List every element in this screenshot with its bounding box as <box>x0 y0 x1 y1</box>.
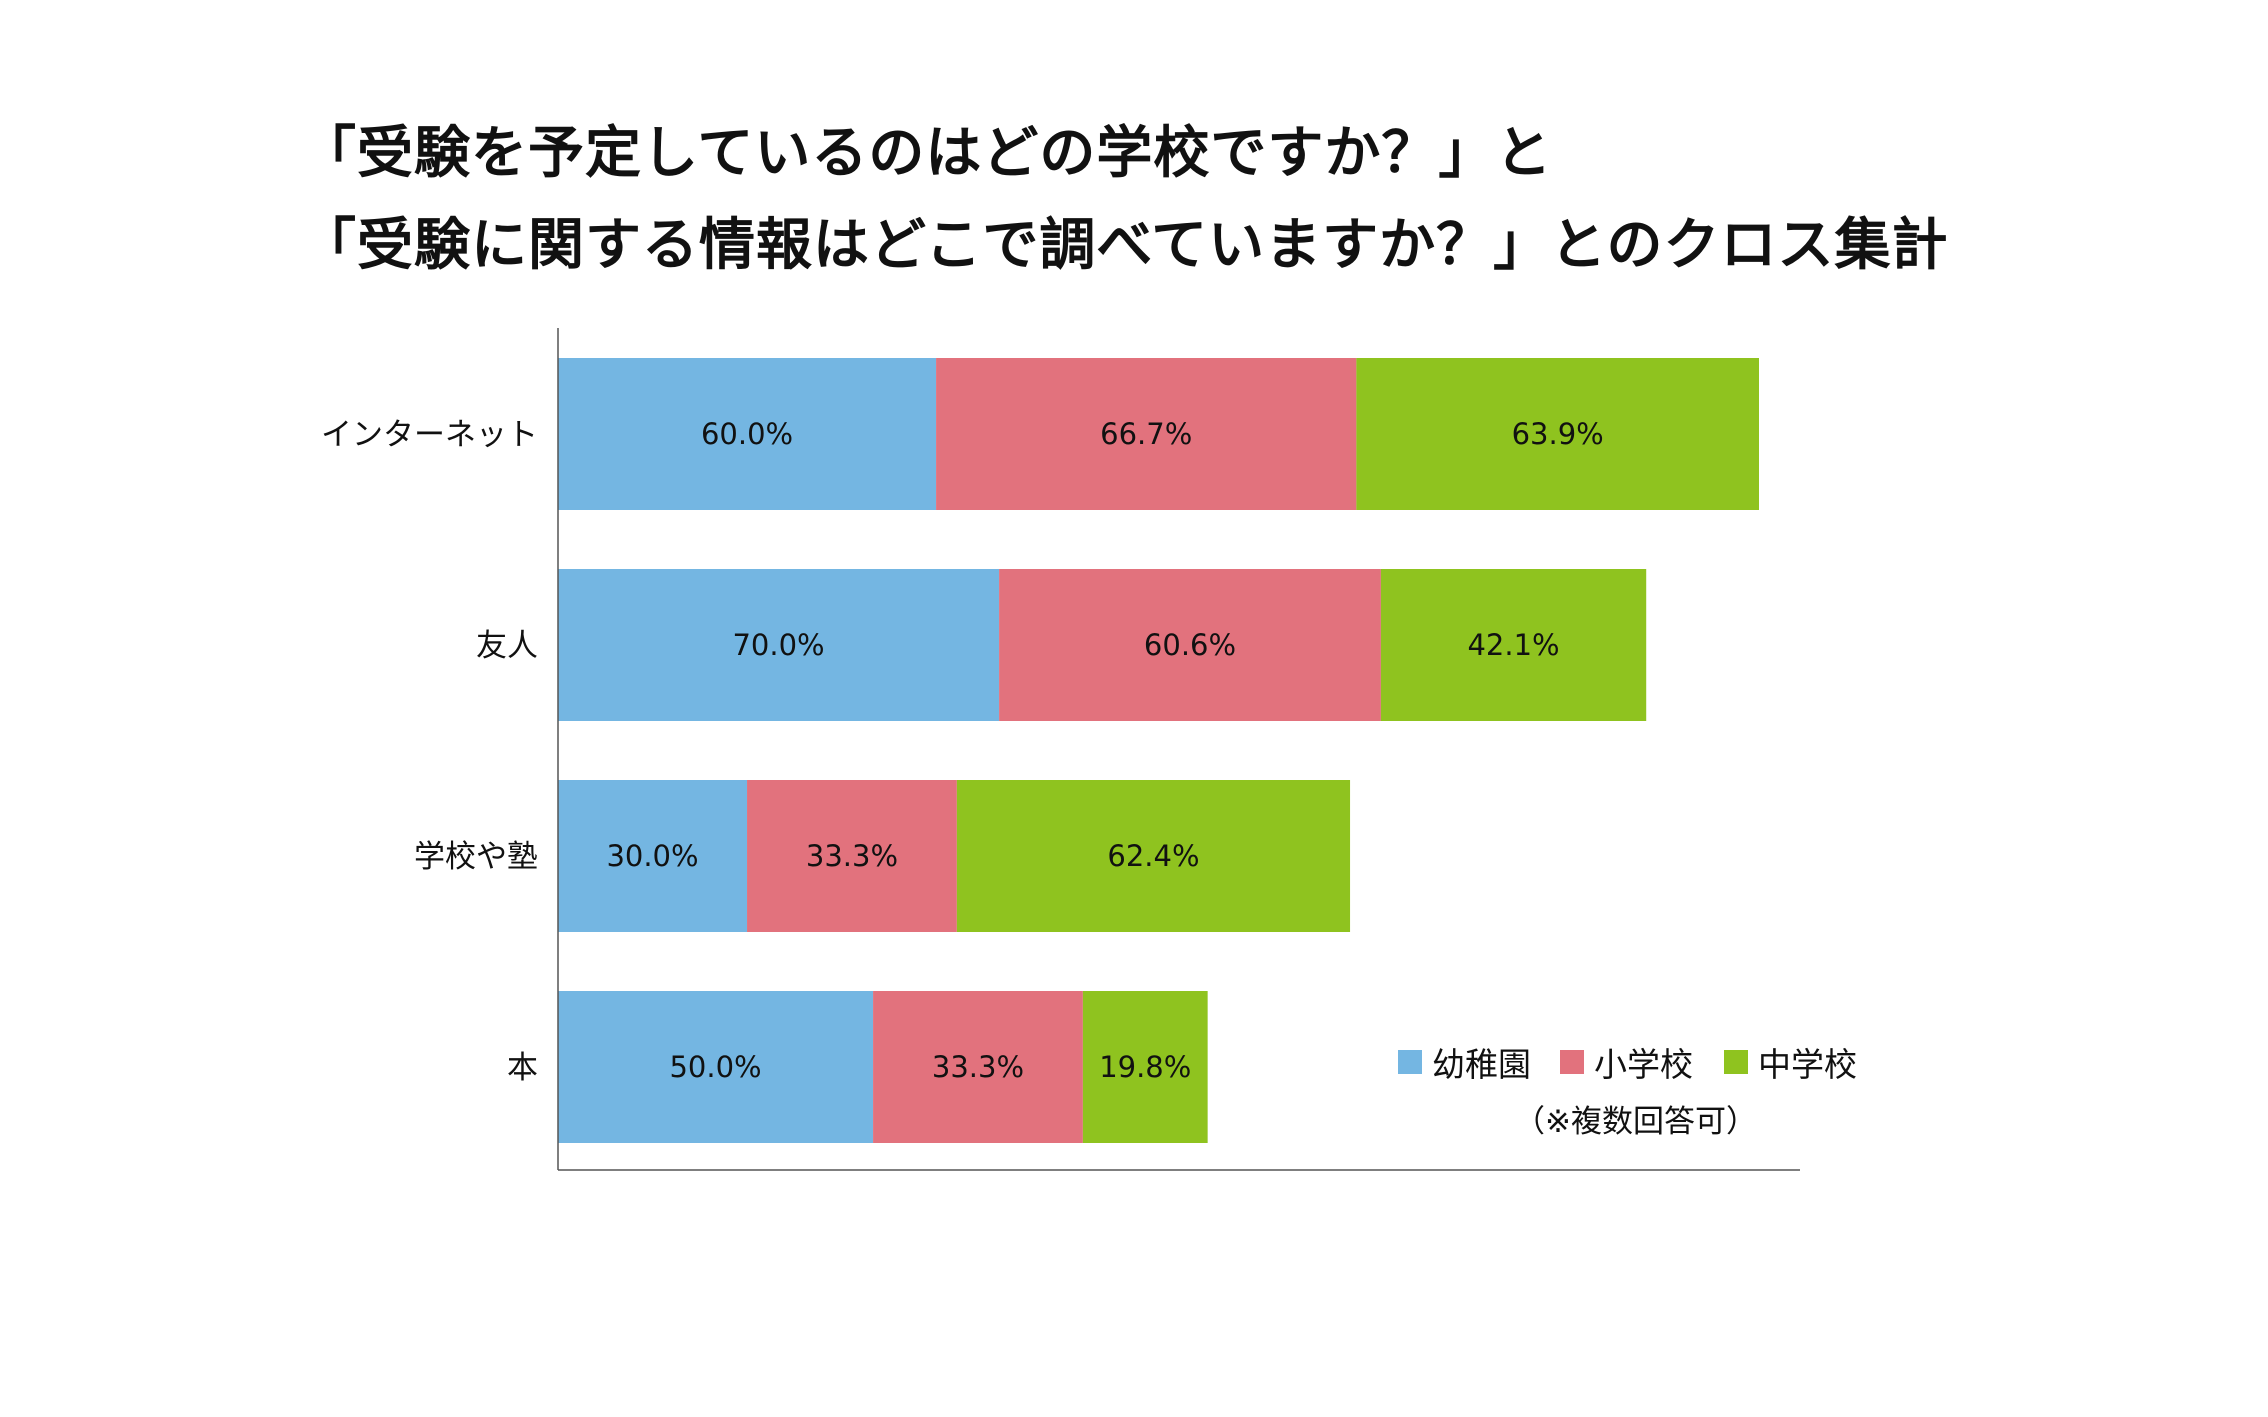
bar-2-1 <box>558 569 1000 721</box>
data-label: 33.3% <box>806 839 898 873</box>
data-label: 70.0% <box>732 628 824 662</box>
chart-title: 「受験を予定しているのはどの学校ですか？」と 「受験に関する情報はどこで調べてい… <box>300 108 1949 292</box>
bar-3-3 <box>956 780 1351 932</box>
legend-swatch <box>1398 1050 1422 1074</box>
category-label: 友人 <box>476 628 538 664</box>
bar-3-2 <box>747 780 957 932</box>
chart-title-line-1: 「受験を予定しているのはどの学校ですか？」と <box>300 121 1553 186</box>
bar-4-1 <box>558 991 874 1143</box>
bar-4-2 <box>873 991 1083 1143</box>
legend-swatch <box>1724 1050 1748 1074</box>
data-label: 50.0% <box>669 1050 761 1084</box>
data-label: 30.0% <box>606 839 698 873</box>
category-label: 学校や塾 <box>414 839 538 875</box>
legend: 幼稚園 小学校 中学校（※複数回答可） <box>1398 1045 1857 1140</box>
bars-layer <box>558 358 1759 1143</box>
data-label: 66.7% <box>1100 417 1192 451</box>
legend-swatch <box>1560 1050 1584 1074</box>
bar-1-3 <box>1356 358 1759 510</box>
data-label: 33.3% <box>932 1050 1024 1084</box>
data-label: 19.8% <box>1099 1050 1191 1084</box>
category-label: 本 <box>507 1050 538 1086</box>
bar-4-3 <box>1082 991 1208 1143</box>
bar-1-1 <box>558 358 937 510</box>
legend-note: （※複数回答可） <box>1514 1104 1757 1140</box>
bar-2-2 <box>999 569 1381 721</box>
data-label: 60.6% <box>1144 628 1236 662</box>
data-label: 60.0% <box>701 417 793 451</box>
data-label: 62.4% <box>1107 839 1199 873</box>
chart-title-line-2: 「受験に関する情報はどこで調べていますか？」とのクロス集計 <box>300 213 1949 278</box>
labels-layer: 60.0% 66.7% 63.9% インターネット 70.0% 60.6% 42.1% 友人 3… <box>321 417 1604 1086</box>
data-label: 63.9% <box>1512 417 1604 451</box>
data-label: 42.1% <box>1467 628 1559 662</box>
legend-label: 小学校 <box>1594 1045 1693 1084</box>
category-label: インターネット <box>321 417 538 453</box>
legend-label: 中学校 <box>1758 1045 1857 1084</box>
legend-label: 幼稚園 <box>1432 1045 1531 1084</box>
bar-1-2 <box>936 358 1357 510</box>
bar-2-3 <box>1380 569 1647 721</box>
bar-3-1 <box>558 780 748 932</box>
axes-layer <box>557 328 1800 1171</box>
